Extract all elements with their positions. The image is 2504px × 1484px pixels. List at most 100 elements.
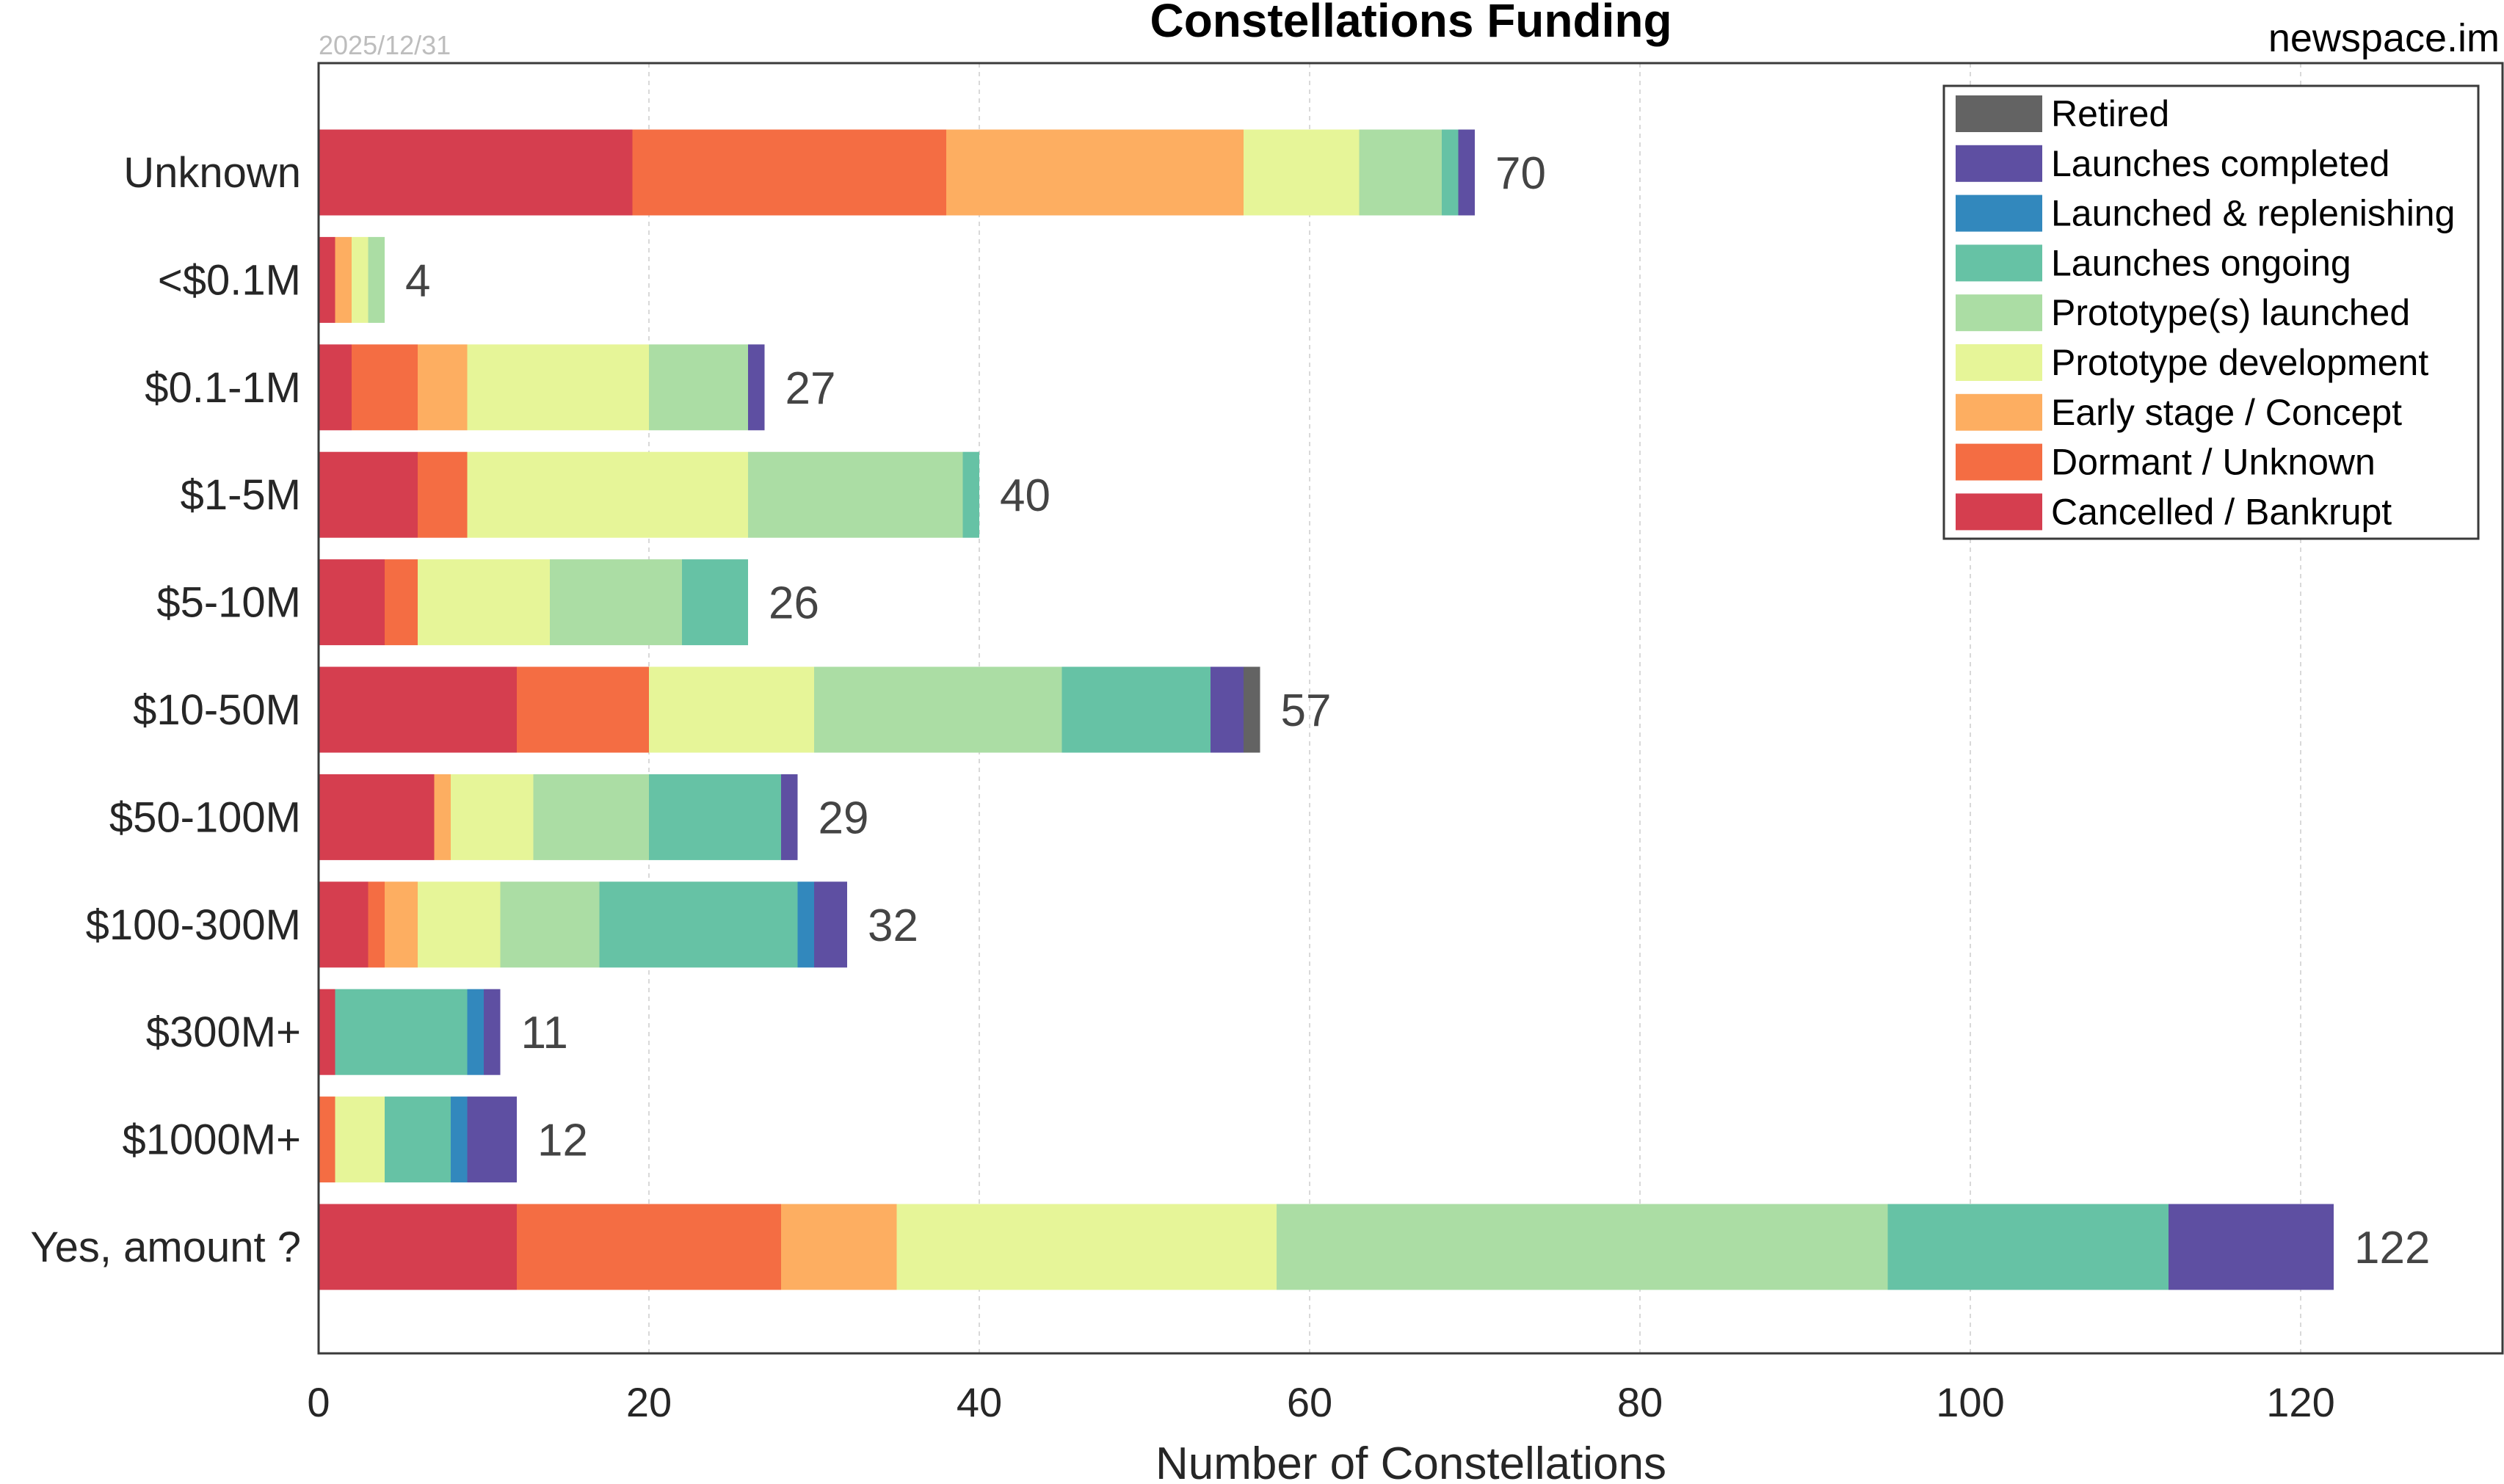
y-tick-label: $1000M+ xyxy=(123,1116,301,1164)
bar-segment xyxy=(682,559,748,646)
bar-row xyxy=(319,129,1475,216)
bar-segment xyxy=(649,666,814,753)
bar-segment xyxy=(1244,129,1360,216)
legend-item: Dormant / Unknown xyxy=(1956,442,2376,483)
chart-title: Constellations Funding xyxy=(1150,0,1672,47)
bar-segment xyxy=(467,451,748,538)
bar-segment xyxy=(781,774,798,860)
x-tick-label: 60 xyxy=(1287,1379,1332,1425)
y-tick-label: $10-50M xyxy=(133,686,301,734)
bar-row xyxy=(319,1204,2334,1290)
bar-segment xyxy=(500,881,600,968)
total-label: 26 xyxy=(769,578,819,629)
bar-segment xyxy=(946,129,1244,216)
bar-segment xyxy=(418,451,468,538)
bar-segment xyxy=(467,1096,517,1183)
bar-segment xyxy=(319,1096,335,1183)
x-tick-label: 120 xyxy=(2266,1379,2334,1425)
bar-segment xyxy=(467,344,649,431)
bar-segment xyxy=(319,129,633,216)
bar-segment xyxy=(1211,666,1244,753)
legend-swatch xyxy=(1956,493,2042,531)
bar-segment xyxy=(418,344,468,431)
y-tick-label: $100-300M xyxy=(86,901,301,949)
legend-swatch xyxy=(1956,244,2042,282)
site-label: newspace.im xyxy=(2268,16,2500,60)
bar-segment xyxy=(1277,1204,1888,1290)
bar-segment xyxy=(418,559,550,646)
y-tick-label: $50-100M xyxy=(109,793,301,841)
x-axis-tick-labels: 0 20 40 60 80 100 120 xyxy=(307,1379,2334,1425)
legend-swatch xyxy=(1956,95,2042,132)
total-label: 70 xyxy=(1495,148,1546,199)
legend-item: Cancelled / Bankrupt xyxy=(1956,491,2392,532)
bar-segment xyxy=(748,344,765,431)
bar-row xyxy=(319,774,798,860)
x-tick-label: 40 xyxy=(957,1379,1002,1425)
bar-row xyxy=(319,666,1260,753)
legend-label: Launches ongoing xyxy=(2051,242,2351,283)
legend-swatch xyxy=(1956,443,2042,481)
bar-segment xyxy=(319,1204,517,1290)
bar-segment xyxy=(319,881,369,968)
bars xyxy=(319,129,2334,1290)
x-tick-label: 0 xyxy=(307,1379,330,1425)
bar-segment xyxy=(632,129,946,216)
bar-segment xyxy=(1359,129,1442,216)
bar-row xyxy=(319,236,385,323)
legend: Retired Launches completed Launched & repl… xyxy=(1942,84,2480,540)
legend-label: Early stage / Concept xyxy=(2051,392,2402,433)
legend-swatch xyxy=(1956,145,2042,182)
bar-segment xyxy=(814,881,847,968)
legend-label: Launches completed xyxy=(2051,143,2389,184)
bar-row xyxy=(319,1096,517,1183)
bar-row xyxy=(319,559,748,646)
bar-segment xyxy=(896,1204,1277,1290)
x-axis-label: Number of Constellations xyxy=(1155,1438,1666,1484)
bar-segment xyxy=(368,881,385,968)
bar-row xyxy=(319,451,979,538)
bar-segment xyxy=(1442,129,1459,216)
bar-segment xyxy=(962,451,979,538)
bar-segment xyxy=(352,236,369,323)
bar-segment xyxy=(418,881,501,968)
legend-item: Retired xyxy=(1956,93,2169,134)
legend-label: Launched & replenishing xyxy=(2051,193,2455,234)
total-labels: 70 4 27 40 26 57 29 32 11 12 122 xyxy=(405,148,2430,1273)
bar-segment xyxy=(1244,666,1260,753)
total-label: 57 xyxy=(1281,685,1332,736)
bar-segment xyxy=(385,881,418,968)
bar-segment xyxy=(319,344,352,431)
total-label: 40 xyxy=(1000,470,1050,521)
x-tick-label: 20 xyxy=(626,1379,672,1425)
x-tick-label: 100 xyxy=(1936,1379,2004,1425)
bar-segment xyxy=(748,451,963,538)
bar-segment xyxy=(517,1204,781,1290)
bar-segment xyxy=(797,881,814,968)
bar-segment xyxy=(335,236,352,323)
bar-segment xyxy=(1887,1204,2169,1290)
bar-segment xyxy=(533,774,649,860)
bar-segment xyxy=(1062,666,1211,753)
legend-label: Prototype development xyxy=(2051,342,2428,383)
y-tick-label: $1-5M xyxy=(181,471,301,519)
legend-label: Cancelled / Bankrupt xyxy=(2051,491,2392,532)
bar-segment xyxy=(385,1096,451,1183)
bar-segment xyxy=(451,1096,468,1183)
total-label: 12 xyxy=(537,1116,588,1166)
bar-segment xyxy=(599,881,798,968)
legend-swatch xyxy=(1956,194,2042,232)
bar-segment xyxy=(335,989,468,1075)
bar-segment xyxy=(319,989,335,1075)
total-label: 29 xyxy=(819,793,869,843)
legend-item: Launches ongoing xyxy=(1956,242,2351,283)
legend-item: Prototype(s) launched xyxy=(1956,292,2410,333)
date-label: 2025/12/31 xyxy=(319,30,451,60)
y-tick-label: $0.1-1M xyxy=(145,364,301,412)
bar-segment xyxy=(467,989,484,1075)
legend-swatch xyxy=(1956,294,2042,332)
legend-label: Dormant / Unknown xyxy=(2051,442,2376,483)
y-tick-label: Yes, amount ? xyxy=(30,1223,301,1271)
legend-item: Early stage / Concept xyxy=(1956,392,2402,433)
